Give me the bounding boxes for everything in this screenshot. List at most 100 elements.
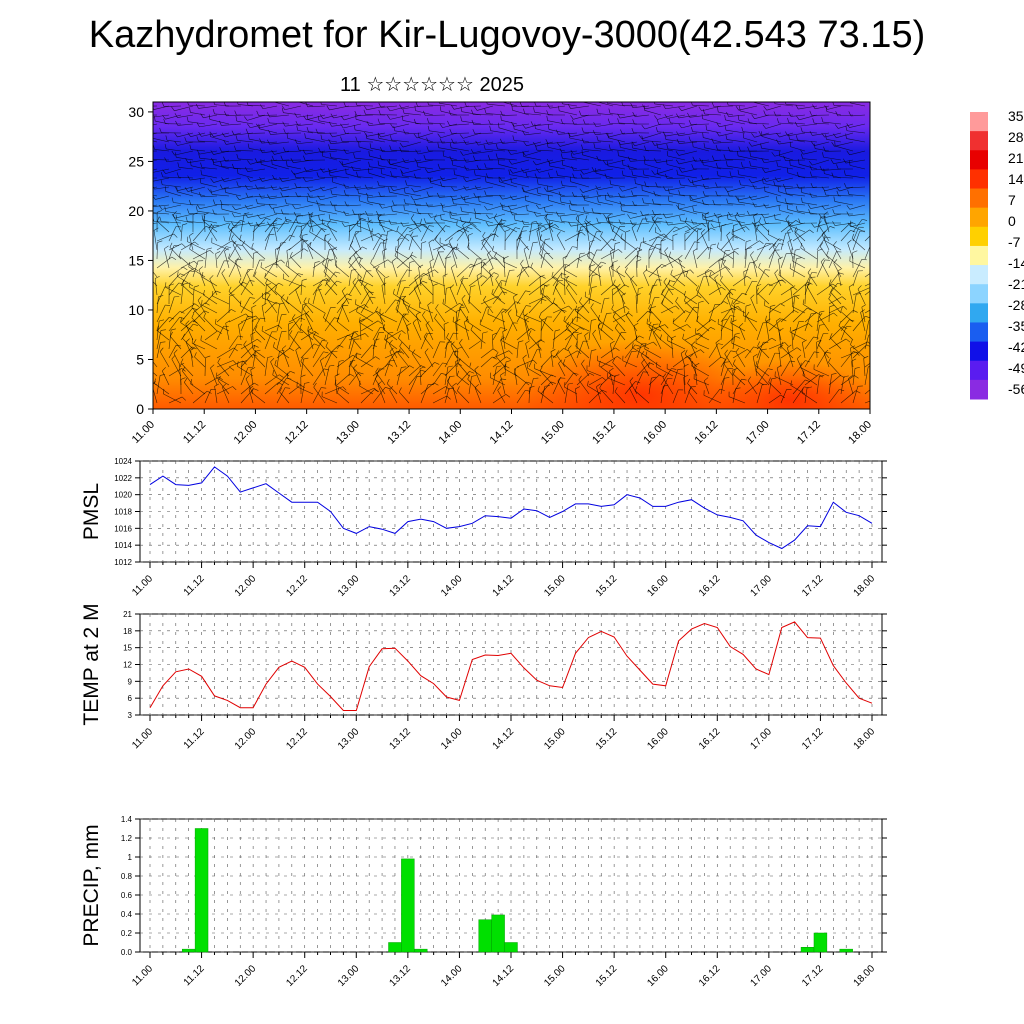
wind-barb-feather (476, 272, 482, 276)
wind-barb (432, 395, 448, 404)
wind-barb-feather (162, 367, 166, 372)
wind-barb-feather (715, 182, 718, 188)
wind-barb (354, 234, 362, 251)
wind-barb-feather (294, 139, 298, 144)
wind-barb-feather (513, 368, 516, 374)
wind-barb-feather (656, 244, 662, 246)
wind-barb-feather (708, 219, 714, 222)
wind-barb-feather (469, 362, 472, 368)
wind-barb-feather (308, 298, 310, 304)
wind-barb-feather (676, 138, 680, 144)
wind-barb (391, 139, 410, 143)
wind-barb (434, 318, 446, 332)
wind-barb-feather (662, 186, 666, 191)
wind-barb (378, 138, 398, 143)
wind-barb (382, 251, 386, 269)
wind-barb (382, 204, 398, 209)
wind-barb (154, 149, 170, 152)
wind-barb (539, 204, 554, 210)
wind-barb (790, 385, 806, 395)
wind-barb (672, 323, 686, 332)
wind-barb (660, 339, 674, 350)
wind-barb (378, 213, 398, 216)
wind-barb (210, 136, 230, 143)
wind-barb (734, 216, 746, 233)
wind-barb (176, 157, 194, 161)
wind-barb-feather (330, 113, 334, 119)
wind-barb-feather (247, 177, 251, 182)
wind-barb (765, 321, 770, 341)
wind-barb (524, 320, 530, 341)
wind-barb (210, 367, 218, 386)
x-tick-label: 12.00 (233, 726, 259, 752)
wind-barb (312, 340, 323, 359)
wind-barb (708, 356, 722, 368)
wind-barb-feather (568, 133, 570, 139)
wind-barb-feather (139, 169, 142, 173)
heatmap-x-tick-label: 17.00 (744, 419, 772, 447)
wind-barb-feather (459, 306, 465, 309)
wind-barb (792, 321, 800, 341)
wind-barb (678, 132, 698, 137)
wind-barb-feather (432, 283, 438, 286)
colorbar-swatch (970, 226, 988, 247)
wind-barb (583, 131, 602, 134)
wind-barb (159, 351, 170, 368)
wind-barb (569, 137, 590, 143)
wind-barb-feather (320, 168, 324, 173)
wind-barb (534, 368, 554, 377)
wind-barb-feather (565, 322, 570, 327)
wind-barb-feather (712, 199, 715, 205)
wind-barb (588, 350, 592, 368)
wind-barb (377, 384, 386, 404)
wind-barb (249, 138, 266, 143)
wind-barb (423, 336, 434, 350)
wind-barb (728, 396, 746, 404)
wind-barb-feather (497, 386, 502, 391)
wind-barb (438, 147, 458, 152)
wind-barb-feather (206, 247, 212, 250)
wind-barb (350, 364, 362, 377)
wind-barb (348, 331, 354, 350)
wind-barb (389, 191, 410, 197)
wind-barb-feather (617, 150, 619, 156)
wind-barb-feather (523, 246, 529, 250)
wind-barb (300, 241, 304, 260)
wind-barb (168, 368, 182, 377)
wind-barb-feather (704, 377, 709, 382)
wind-barb (852, 316, 866, 332)
colorbar-swatch (970, 169, 988, 190)
wind-barb-feather (427, 102, 429, 106)
wind-barb (768, 303, 781, 314)
wind-barb (612, 316, 626, 332)
wind-barb (360, 310, 377, 323)
wind-barb (779, 132, 794, 138)
wind-barb-feather (463, 157, 467, 163)
wind-barb-feather (229, 294, 235, 297)
wind-barb-feather (558, 191, 562, 197)
wind-barb-feather (513, 124, 515, 130)
wind-barb (729, 297, 746, 305)
wind-barb (648, 326, 662, 341)
wind-barb (420, 269, 435, 278)
wind-barb-feather (821, 132, 825, 138)
wind-barb-feather (387, 259, 392, 264)
wind-barb (269, 141, 290, 145)
wind-barb-feather (451, 247, 456, 251)
wind-barb (430, 213, 446, 218)
wind-barb (630, 213, 650, 219)
wind-barb (852, 386, 859, 404)
wind-barb (811, 195, 830, 198)
wind-barb (552, 273, 562, 287)
wind-barb-feather (797, 354, 801, 359)
wind-barb (360, 296, 371, 314)
wind-barb-feather (678, 180, 681, 186)
wind-barb (620, 147, 638, 152)
wind-barb (850, 348, 854, 368)
wind-barb-feather (221, 177, 225, 182)
wind-barb (443, 204, 458, 208)
wind-barb-feather (401, 170, 403, 176)
wind-barb-feather (413, 173, 417, 179)
wind-barb-feather (545, 238, 551, 240)
wind-barb-feather (655, 361, 658, 367)
